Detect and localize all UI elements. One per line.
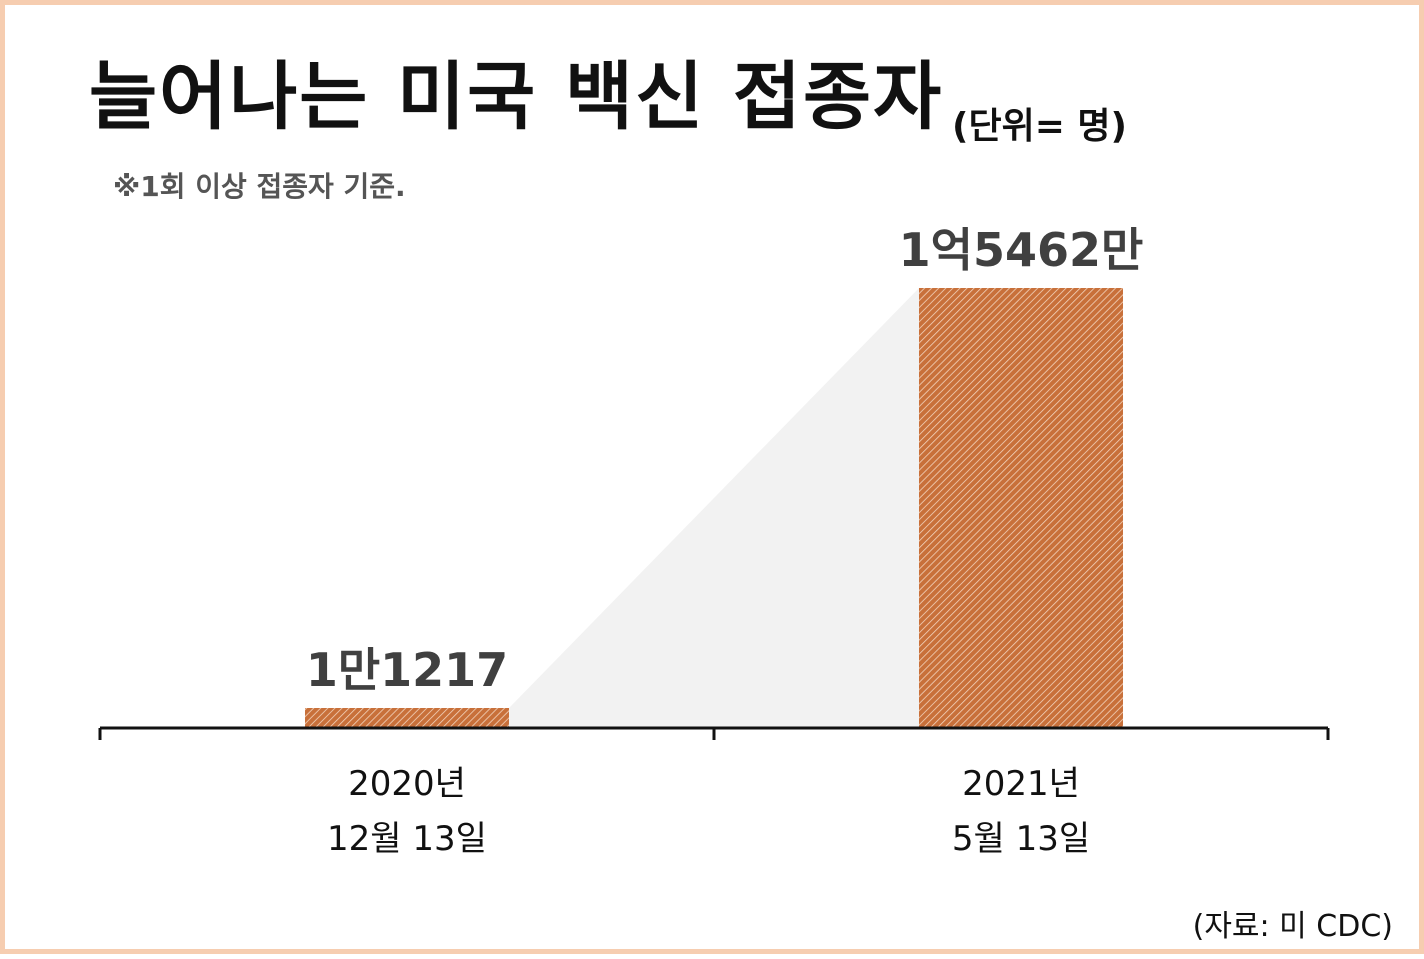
value-label-1: 1만1217 — [306, 643, 508, 697]
category-label-2-line-1: 2021년 — [962, 764, 1080, 804]
bar-1 — [305, 708, 509, 728]
unit-label: (단위= 명) — [952, 106, 1127, 147]
value-label-2: 1억5462만 — [899, 223, 1144, 277]
chart-layer: 1만1217 1억5462만 2020년 12월 13일 2021년 5월 13일 — [98, 223, 1330, 859]
category-label-1-line-1: 2020년 — [348, 764, 466, 804]
growth-connector — [509, 288, 919, 728]
category-label-2-line-2: 5월 13일 — [952, 819, 1090, 859]
bar-2 — [919, 288, 1123, 728]
footnote: ※1회 이상 접종자 기준. — [113, 170, 406, 203]
bar-chart: 1만1217 1억5462만 2020년 12월 13일 2021년 5월 13일 — [98, 223, 1330, 859]
chart-title: 늘어나는 미국 백신 접종자 — [89, 54, 944, 140]
source-label: (자료: 미 CDC) — [1192, 909, 1393, 944]
category-label-1-line-2: 12월 13일 — [327, 819, 487, 859]
